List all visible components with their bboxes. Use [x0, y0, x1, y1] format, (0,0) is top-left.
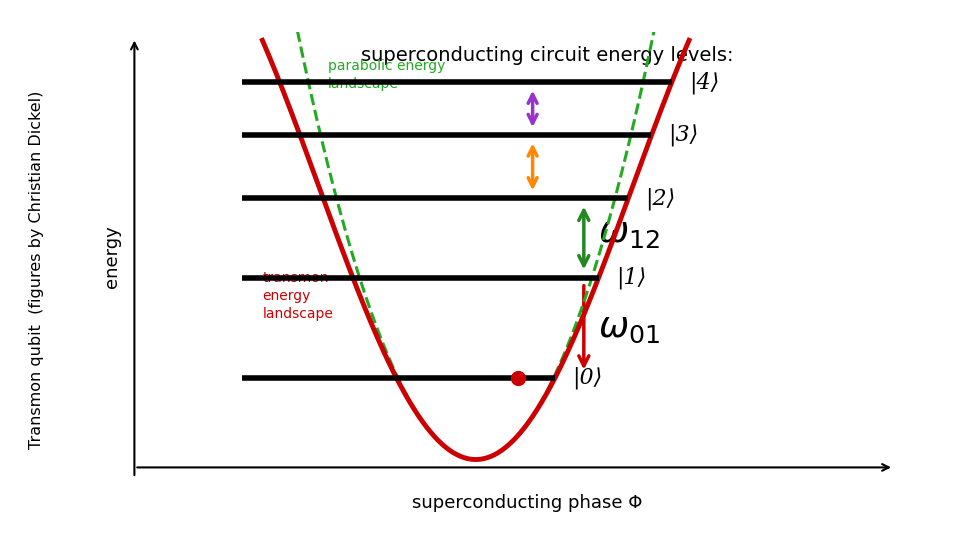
- Point: [511, 374, 526, 382]
- Text: |2⟩: |2⟩: [645, 187, 676, 210]
- Text: Transmon qubit  (figures by Christian Dickel): Transmon qubit (figures by Christian Dic…: [29, 91, 44, 449]
- Text: transmon
energy
landscape: transmon energy landscape: [262, 271, 333, 321]
- Text: energy: energy: [103, 225, 121, 288]
- Text: $\omega_{12}$: $\omega_{12}$: [598, 216, 660, 250]
- Text: |3⟩: |3⟩: [668, 124, 699, 146]
- Text: superconducting phase Φ: superconducting phase Φ: [412, 494, 642, 512]
- Text: superconducting circuit energy levels:: superconducting circuit energy levels:: [361, 45, 733, 65]
- Text: parabolic energy
landscape: parabolic energy landscape: [327, 59, 445, 91]
- Text: |0⟩: |0⟩: [572, 367, 603, 389]
- Text: $\omega_{01}$: $\omega_{01}$: [598, 310, 660, 345]
- Text: |4⟩: |4⟩: [688, 71, 719, 94]
- Text: |1⟩: |1⟩: [615, 266, 646, 289]
